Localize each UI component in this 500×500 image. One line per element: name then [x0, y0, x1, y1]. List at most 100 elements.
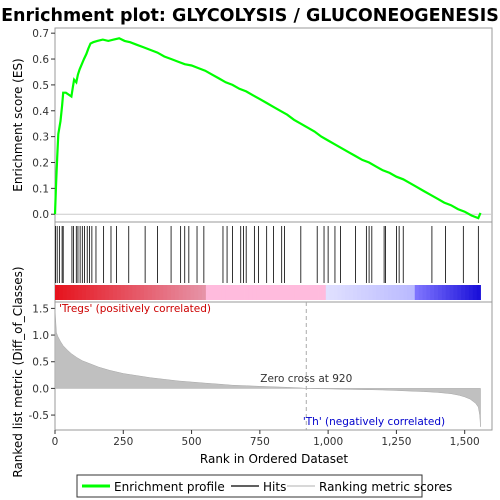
colorbar-segment — [244, 285, 249, 300]
colorbar-segment — [85, 285, 91, 300]
positive-class-label: 'Tregs' (positively correlated) — [59, 303, 211, 315]
colorbar-segment — [70, 285, 75, 300]
es-ytick-label: 0.3 — [32, 132, 49, 144]
colorbar-segment — [302, 285, 307, 300]
colorbar-segment — [58, 285, 64, 300]
rank-colorbar — [55, 285, 481, 300]
colorbar-segment — [232, 285, 238, 300]
colorbar-segment — [341, 285, 346, 300]
colorbar-segment — [113, 285, 118, 300]
colorbar-segment — [256, 285, 261, 300]
colorbar-segment — [418, 285, 423, 300]
colorbar-segment — [345, 285, 350, 300]
colorbar-segment — [356, 285, 362, 300]
colorbar-segment — [136, 285, 141, 300]
colorbar-segment — [248, 285, 253, 300]
colorbar-segment — [198, 285, 203, 300]
colorbar-segment — [395, 285, 400, 300]
colorbar-segment — [252, 285, 257, 300]
colorbar-segment — [422, 285, 427, 300]
colorbar-segment — [337, 285, 342, 300]
colorbar-segment — [468, 285, 474, 300]
colorbar-segment — [55, 285, 60, 300]
x-axis-ticks: 0 250 500 750 1,000 1,250 1,500 — [52, 430, 480, 448]
colorbar-segment — [314, 285, 319, 300]
x-tick-label: 1,500 — [450, 436, 480, 448]
colorbar-segment — [298, 285, 303, 300]
es-y-axis-label: Enrichment score (ES) — [11, 58, 25, 191]
colorbar-segment — [294, 285, 300, 300]
colorbar-segment — [159, 285, 164, 300]
colorbar-segment — [333, 285, 338, 300]
colorbar-segment — [205, 285, 211, 300]
ranking-metric-area — [54, 308, 481, 427]
colorbar-segment — [457, 285, 462, 300]
colorbar-segment — [290, 285, 296, 300]
colorbar-segment — [240, 285, 245, 300]
colorbar-segment — [140, 285, 145, 300]
colorbar-segment — [78, 285, 83, 300]
x-tick-label: 0 — [52, 436, 59, 448]
colorbar-segment — [209, 285, 215, 300]
colorbar-segment — [376, 285, 381, 300]
colorbar-segment — [372, 285, 377, 300]
metric-ytick-label: 1.0 — [32, 330, 49, 342]
negative-class-label: 'Th' (negatively correlated) — [303, 416, 445, 428]
colorbar-segment — [97, 285, 102, 300]
metric-ytick-label: -0.5 — [29, 410, 50, 422]
x-axis-label: Rank in Ordered Dataset — [200, 452, 348, 466]
colorbar-segment — [260, 285, 265, 300]
colorbar-segment — [186, 285, 191, 300]
colorbar-segment — [387, 285, 392, 300]
colorbar-segment — [221, 285, 226, 300]
colorbar-segment — [287, 285, 292, 300]
colorbar-segment — [349, 285, 354, 300]
colorbar-segment — [437, 285, 443, 300]
colorbar-segment — [74, 285, 79, 300]
colorbar-segment — [128, 285, 133, 300]
metric-ytick-label: 0.5 — [32, 357, 49, 369]
colorbar-segment — [275, 285, 280, 300]
colorbar-segment — [399, 285, 404, 300]
colorbar-segment — [383, 285, 389, 300]
es-ytick-label: 0.1 — [32, 183, 49, 195]
x-tick-label: 500 — [182, 436, 202, 448]
colorbar-segment — [310, 285, 315, 300]
colorbar-segment — [403, 285, 408, 300]
colorbar-segment — [109, 285, 114, 300]
metric-y-axis-label: Ranked list metric (Diff_of_Classes) — [11, 266, 25, 477]
zero-cross-label: Zero cross at 920 — [260, 373, 352, 385]
colorbar-segment — [155, 285, 160, 300]
colorbar-segment — [426, 285, 431, 300]
colorbar-segment — [62, 285, 68, 300]
colorbar-segment — [271, 285, 276, 300]
legend-metric-label: Ranking metric scores — [319, 480, 452, 494]
es-ytick-label: 0.5 — [32, 80, 49, 92]
colorbar-segment — [306, 285, 311, 300]
colorbar-segment — [410, 285, 416, 300]
es-ytick-label: 0.2 — [32, 158, 49, 170]
colorbar-segment — [116, 285, 122, 300]
x-tick-label: 1,000 — [313, 436, 343, 448]
es-ytick-label: 0.4 — [32, 106, 49, 118]
colorbar-segment — [182, 285, 187, 300]
metric-ytick-label: 1.5 — [32, 303, 49, 315]
metric-y-ticks: -0.5 0.0 0.5 1.0 1.5 — [29, 303, 55, 422]
colorbar-segment — [391, 285, 396, 300]
colorbar-segment — [263, 285, 269, 300]
colorbar-segment — [105, 285, 110, 300]
colorbar-segment — [407, 285, 412, 300]
colorbar-segment — [143, 285, 149, 300]
colorbar-segment — [236, 285, 242, 300]
hit-markers — [55, 226, 479, 283]
colorbar-segment — [217, 285, 222, 300]
colorbar-segment — [213, 285, 218, 300]
colorbar-segment — [325, 285, 331, 300]
colorbar-segment — [229, 285, 234, 300]
colorbar-segment — [202, 285, 207, 300]
colorbar-segment — [89, 285, 95, 300]
colorbar-segment — [120, 285, 126, 300]
colorbar-segment — [66, 285, 71, 300]
colorbar-segment — [178, 285, 184, 300]
